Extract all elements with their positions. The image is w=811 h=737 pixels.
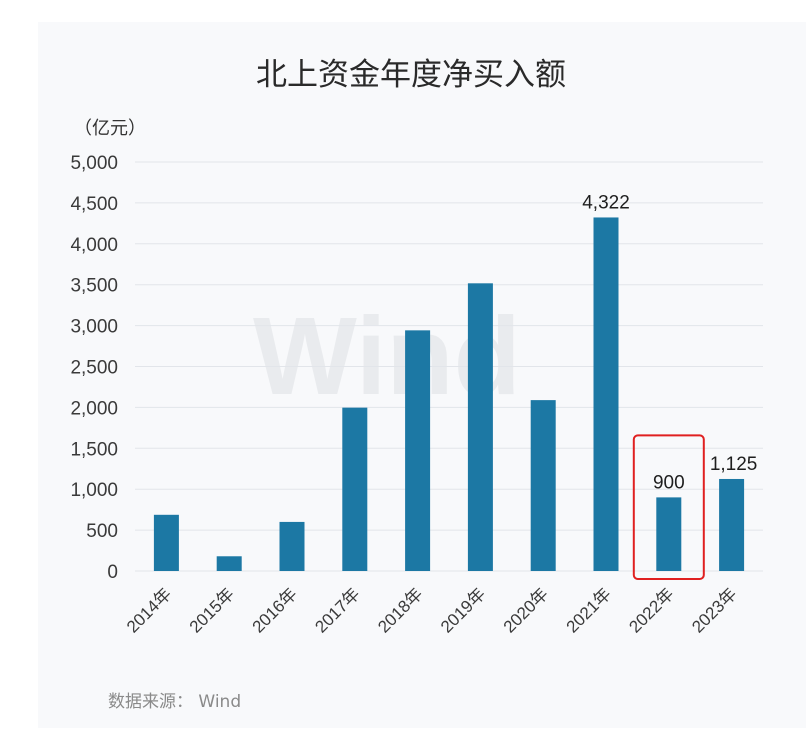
gridlines [135,161,763,572]
x-tick-label: 2019年 [437,584,489,636]
x-tick-label: 2018年 [374,584,426,636]
data-label: 900 [653,472,685,493]
x-tick-label: 2021年 [563,584,615,636]
x-tick-label: 2020年 [500,584,552,636]
x-tick-label: 2022年 [625,584,677,636]
source-note: 数据来源： Wind [108,692,241,712]
chart-title: 北上资金年度净买入额 [256,57,566,93]
bar [153,514,179,571]
bar-chart: Wind 北上资金年度净买入额 （亿元） 05001,0001,5002,000… [70,57,763,712]
bar [593,217,619,572]
bar [279,521,305,571]
y-tick-label: 1,000 [70,480,118,501]
y-tick-label: 500 [86,521,118,542]
bar [405,330,431,571]
x-tick-label: 2014年 [123,584,175,636]
bar [530,400,556,571]
bar [467,283,493,571]
chart-card: Wind 北上资金年度净买入额 （亿元） 0 500 1,000 1,500 2,000… [38,22,806,728]
y-tick-label: 2,500 [70,358,118,379]
data-labels: 4,322 900 1,125 [582,192,757,493]
y-axis-ticks: 0 500 1,000 1,500 2,000 2,500 3,000 3,500 4,000 4… [70,153,118,583]
x-axis-ticks: 2014年 2015年 2016年 2017年 2018年 2019年 2020年 2021年… [123,584,740,636]
bar [342,407,368,571]
data-label: 4,322 [582,192,630,213]
y-tick-label: 4,000 [70,235,118,256]
y-tick-label: 3,000 [70,317,118,338]
y-tick-label: 4,500 [70,194,118,215]
y-tick-label: 1,500 [70,439,118,460]
bars [153,217,745,572]
bar [656,497,682,571]
y-tick-label: 5,000 [70,153,118,174]
bar [216,556,242,571]
x-tick-label: 2016年 [249,584,301,636]
y-tick-label: 0 [107,562,118,583]
highlight-box [632,434,705,580]
x-tick-label: 2017年 [311,584,363,636]
y-tick-label: 3,500 [70,276,118,297]
y-tick-label: 2,000 [70,398,118,419]
x-tick-label: 2015年 [186,584,238,636]
x-tick-label: 2023年 [688,584,740,636]
data-label: 1,125 [710,454,758,475]
bar [719,478,745,571]
y-axis-unit: （亿元） [74,118,146,139]
